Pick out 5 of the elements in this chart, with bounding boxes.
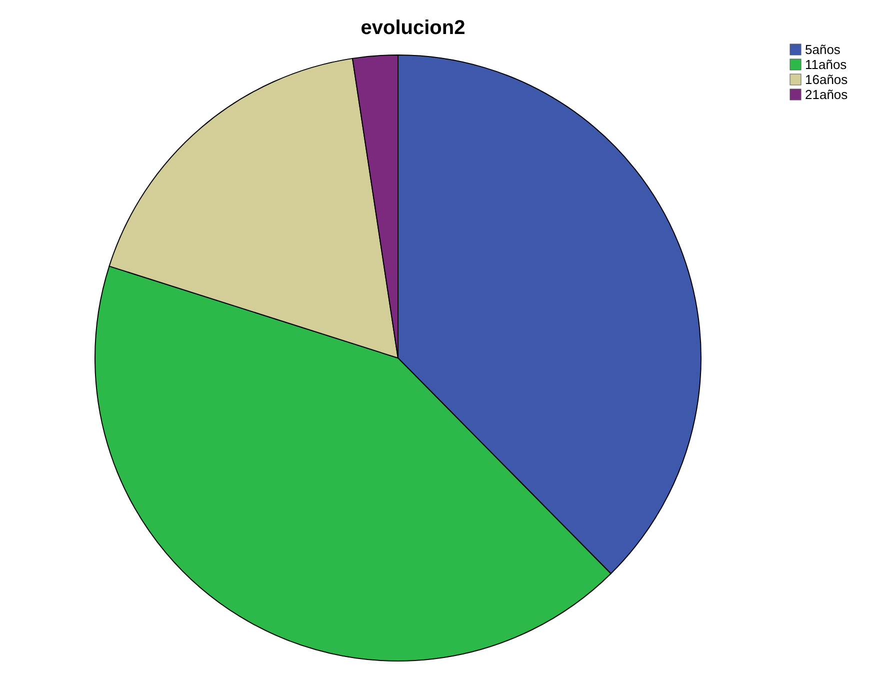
chart-title: evolucion2 [360,17,466,39]
legend-label: 16años [805,72,848,87]
legend-label: 5años [805,42,841,57]
legend-label: 11años [805,57,848,72]
legend-label: 21años [805,87,848,102]
